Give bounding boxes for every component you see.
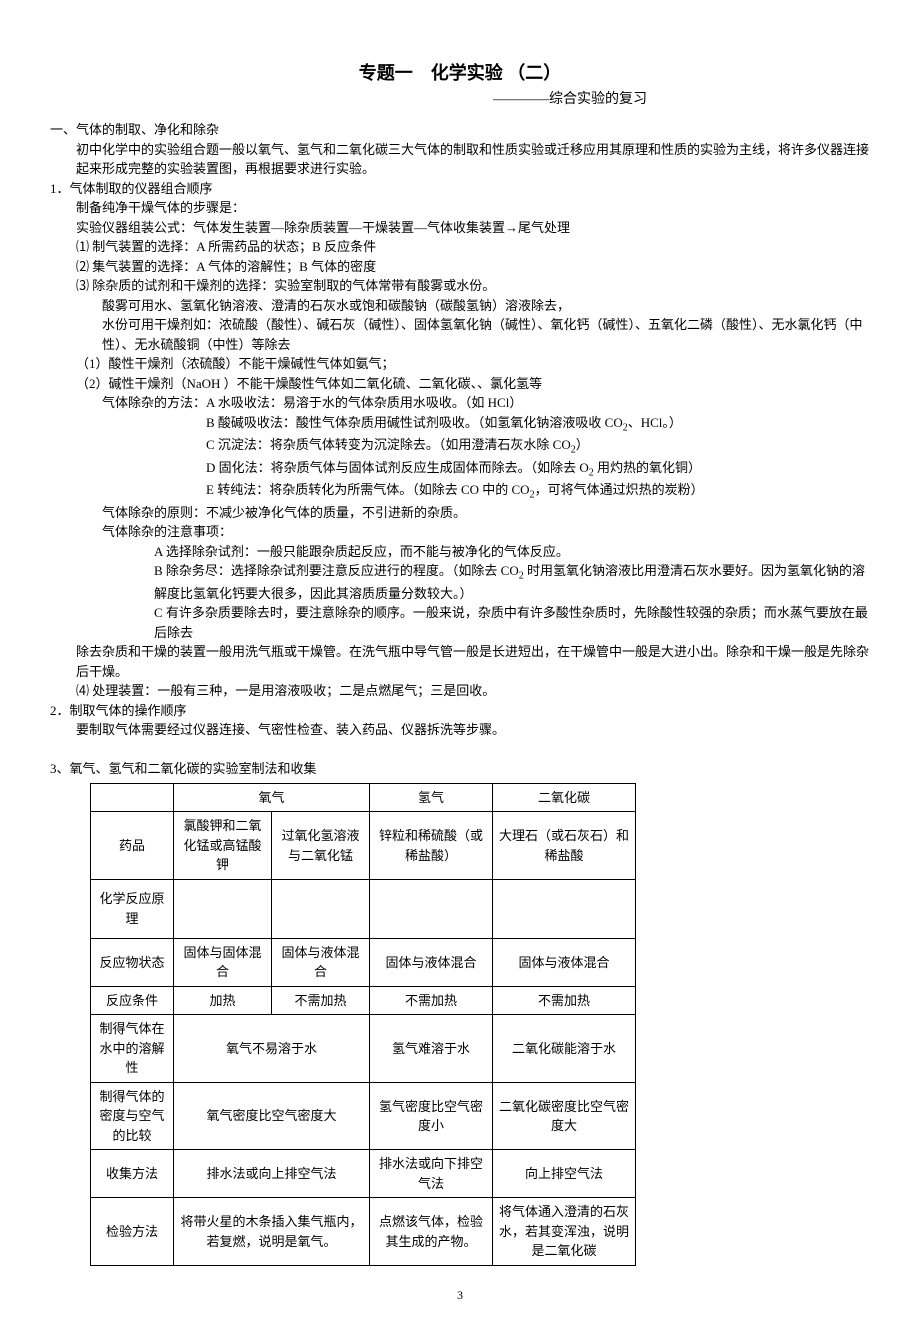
cell: 加热 [174, 986, 272, 1015]
cell: 固体与固体混合 [174, 938, 272, 986]
s1-1-c: ⑴ 制气装置的选择：A 所需药品的状态；B 反应条件 [76, 237, 870, 257]
row-label: 反应条件 [91, 986, 174, 1015]
cell: 固体与液体混合 [272, 938, 370, 986]
table-row: 反应条件 加热 不需加热 不需加热 不需加热 [91, 986, 636, 1015]
s1-1-d: ⑵ 集气装置的选择：A 气体的溶解性；B 气体的密度 [76, 257, 870, 277]
s1-1-o: 气体除杂的原则：不减少被净化气体的质量，不引进新的杂质。 [102, 503, 870, 523]
s1-1-q: A 选择除杂试剂：一般只能跟杂质起反应，而不能与被净化的气体反应。 [154, 542, 870, 562]
s1-1-f: 酸雾可用水、氢氧化钠溶液、澄清的石灰水或饱和碳酸钠（碳酸氢钠）溶液除去， [102, 296, 870, 316]
table-header-row: 氧气 氢气 二氧化碳 [91, 783, 636, 812]
s1-1-t: 除去杂质和干燥的装置一般用洗气瓶或干燥管。在洗气瓶中导气管一般是长进短出，在干燥… [76, 642, 870, 681]
cell: 二氧化碳密度比空气密度大 [493, 1082, 636, 1150]
s1-2-a: 要制取气体需要经过仪器连接、气密性检查、装入药品、仪器拆洗等步骤。 [76, 720, 870, 740]
doc-subtitle: ————综合实验的复习 [50, 89, 870, 110]
cell [370, 879, 493, 938]
cell: 不需加热 [272, 986, 370, 1015]
row-label: 药品 [91, 812, 174, 880]
s1-1-n: E 转纯法：将杂质转化为所需气体。（如除去 CO 中的 CO2，可将气体通过炽热… [206, 480, 870, 503]
page-number: 3 [50, 1286, 870, 1304]
cell: 过氧化氢溶液与二氧化锰 [272, 812, 370, 880]
cell: 固体与液体混合 [493, 938, 636, 986]
cell: 点燃该气体，检验其生成的产物。 [370, 1198, 493, 1266]
s1-1-h: （1）酸性干燥剂（浓硫酸）不能干燥碱性气体如氨气； [76, 354, 870, 374]
s1-1-g: 水份可用干燥剂如：浓硫酸（酸性）、碱石灰（碱性）、固体氢氧化钠（碱性）、氧化钙（… [102, 315, 870, 354]
s1-1-i: （2）碱性干燥剂（NaOH ）不能干燥酸性气体如二氧化硫、二氧化碳、、氯化氢等 [76, 374, 870, 394]
cell: 不需加热 [370, 986, 493, 1015]
cell: 氢气密度比空气密度小 [370, 1082, 493, 1150]
s3-head: 3、氧气、氢气和二氧化碳的实验室制法和收集 [50, 759, 870, 779]
cell: 氧气不易溶于水 [174, 1015, 370, 1083]
s1-1-s: C 有许多杂质要除去时，要注意除杂的顺序。一般来说，杂质中有许多酸性杂质时，先除… [154, 603, 870, 642]
table-row: 制得气体在水中的溶解性 氧气不易溶于水 氢气难溶于水 二氧化碳能溶于水 [91, 1015, 636, 1083]
row-label: 反应物状态 [91, 938, 174, 986]
s1-1-r: B 除杂务尽：选择除杂试剂要注意反应进行的程度。（如除去 CO2 时用氢氧化钠溶… [154, 561, 870, 603]
s1-1-j: 气体除杂的方法：A 水吸收法：易溶于水的气体杂质用水吸收。（如 HCl） [102, 393, 870, 413]
th-h2: 氢气 [370, 783, 493, 812]
s1-1-p: 气体除杂的注意事项： [102, 522, 870, 542]
cell: 氧气密度比空气密度大 [174, 1082, 370, 1150]
s1-1-m: D 固化法：将杂质气体与固体试剂反应生成固体而除去。（如除去 O2 用灼热的氧化… [206, 458, 870, 481]
doc-title: 专题一 化学实验 （二） [50, 60, 870, 87]
cell: 排水法或向下排空气法 [370, 1150, 493, 1198]
row-label: 制得气体在水中的溶解性 [91, 1015, 174, 1083]
s1-1-a: 制备纯净干燥气体的步骤是： [76, 198, 870, 218]
cell: 固体与液体混合 [370, 938, 493, 986]
table-row: 收集方法 排水法或向上排空气法 排水法或向下排空气法 向上排空气法 [91, 1150, 636, 1198]
cell [493, 879, 636, 938]
th-co2: 二氧化碳 [493, 783, 636, 812]
table-row: 反应物状态 固体与固体混合 固体与液体混合 固体与液体混合 固体与液体混合 [91, 938, 636, 986]
s1-1-l: C 沉淀法：将杂质气体转变为沉淀除去。（如用澄清石灰水除 CO2） [206, 435, 870, 458]
row-label: 检验方法 [91, 1198, 174, 1266]
cell: 大理石（或石灰石）和稀盐酸 [493, 812, 636, 880]
th-o2: 氧气 [174, 783, 370, 812]
row-label: 收集方法 [91, 1150, 174, 1198]
cell: 向上排空气法 [493, 1150, 636, 1198]
row-label: 化学反应原理 [91, 879, 174, 938]
cell: 氯酸钾和二氧化锰或高锰酸钾 [174, 812, 272, 880]
section1-head: 一、气体的制取、净化和除杂 [50, 120, 870, 140]
table-row: 化学反应原理 [91, 879, 636, 938]
cell: 氢气难溶于水 [370, 1015, 493, 1083]
s1-1-b: 实验仪器组装公式：气体发生装置—除杂质装置—干燥装置—气体收集装置→尾气处理 [76, 218, 870, 238]
cell: 二氧化碳能溶于水 [493, 1015, 636, 1083]
table-row: 检验方法 将带火星的木条插入集气瓶内，若复燃，说明是氧气。 点燃该气体，检验其生… [91, 1198, 636, 1266]
table-row: 药品 氯酸钾和二氧化锰或高锰酸钾 过氧化氢溶液与二氧化锰 锌粒和稀硫酸（或稀盐酸… [91, 812, 636, 880]
cell: 锌粒和稀硫酸（或稀盐酸） [370, 812, 493, 880]
cell [272, 879, 370, 938]
cell: 排水法或向上排空气法 [174, 1150, 370, 1198]
comparison-table: 氧气 氢气 二氧化碳 药品 氯酸钾和二氧化锰或高锰酸钾 过氧化氢溶液与二氧化锰 … [90, 783, 636, 1266]
cell: 将带火星的木条插入集气瓶内，若复燃，说明是氧气。 [174, 1198, 370, 1266]
s1-1-e: ⑶ 除杂质的试剂和干燥剂的选择：实验室制取的气体常带有酸雾或水份。 [76, 276, 870, 296]
th-blank [91, 783, 174, 812]
table-row: 制得气体的密度与空气的比较 氧气密度比空气密度大 氢气密度比空气密度小 二氧化碳… [91, 1082, 636, 1150]
s1-2: 2．制取气体的操作顺序 [50, 701, 870, 721]
s1-1-k: B 酸碱吸收法：酸性气体杂质用碱性试剂吸收。（如氢氧化钠溶液吸收 CO2、HCl… [206, 413, 870, 436]
cell: 不需加热 [493, 986, 636, 1015]
cell: 将气体通入澄清的石灰水，若其变浑浊，说明是二氧化碳 [493, 1198, 636, 1266]
cell [174, 879, 272, 938]
section1-intro: 初中化学中的实验组合题一般以氧气、氢气和二氧化碳三大气体的制取和性质实验或迁移应… [76, 140, 870, 179]
row-label: 制得气体的密度与空气的比较 [91, 1082, 174, 1150]
s1-1-u: ⑷ 处理装置：一般有三种，一是用溶液吸收；二是点燃尾气；三是回收。 [76, 681, 870, 701]
s1-1: 1．气体制取的仪器组合顺序 [50, 179, 870, 199]
